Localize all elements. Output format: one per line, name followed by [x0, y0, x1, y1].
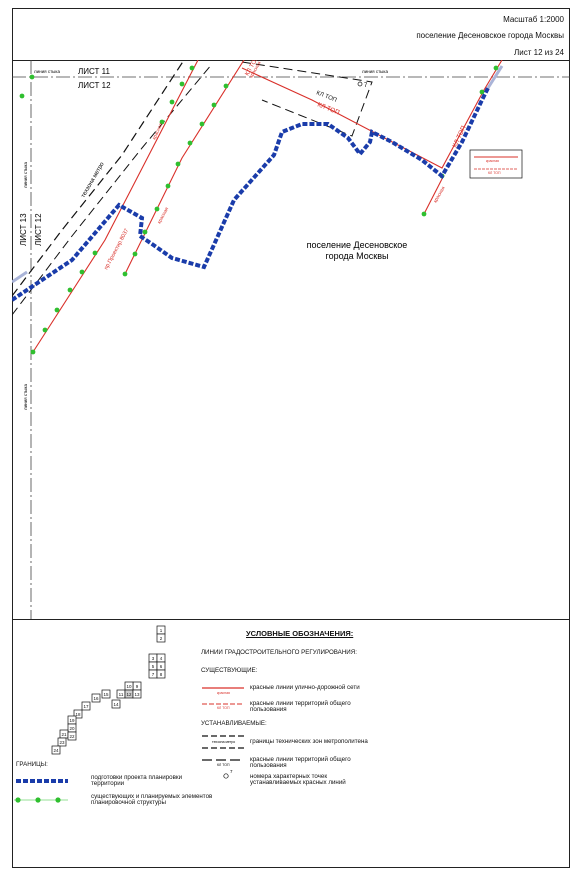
metro-zone-line [12, 60, 185, 297]
sheet-index-cell [156, 669, 166, 679]
sheet-left-label-12: ЛИСТ 12 [34, 213, 43, 246]
sheet-index-label: 10 [126, 684, 132, 689]
legend-red-street-tag: красная [217, 691, 230, 695]
sheet-current-label: ЛИСТ 12 [78, 81, 111, 90]
sheet-index-label: 12 [126, 692, 132, 697]
sheet-index-cell [156, 633, 166, 643]
sheet-left-label-13: ЛИСТ 13 [19, 213, 28, 246]
inset-label-2: КЛ ТОП [488, 171, 501, 175]
metro-zone-polygon [241, 61, 373, 137]
boundary-continuation-east [486, 65, 504, 89]
legend-black-public-text-2: пользования [250, 762, 287, 769]
sheet-index-label: 16 [93, 696, 99, 701]
sheet-index-label: 4 [160, 656, 163, 661]
legend-point-sample: 7 [230, 769, 233, 774]
structure-element-points [19, 65, 499, 355]
legend-borders: ГРАНИЦЫ: [16, 761, 48, 768]
sheet-index-cell [51, 745, 61, 755]
legend-points-text-1: номера характерных точек [250, 773, 328, 780]
sheet-index-cell [67, 731, 77, 741]
sheet-index-cell [111, 699, 121, 709]
sheet-index-label: 15 [103, 692, 109, 697]
sheet-index-label: 19 [69, 718, 75, 723]
sheet-index-label: 6 [160, 664, 163, 669]
sheet-index-label: 23 [59, 740, 65, 745]
legend-red-street-text: красные линии улично-дорожной сети [250, 684, 360, 691]
legend-red-public-text-2: пользования [250, 706, 287, 713]
sheet-index-cell [81, 701, 91, 711]
legend-red-public-tag: КЛ ТОП [217, 706, 230, 710]
sheet-above-label: ЛИСТ 11 [78, 67, 110, 76]
inset-box [469, 149, 523, 179]
drawing-frame [12, 8, 570, 868]
sheet-index-label: 14 [113, 702, 119, 707]
metro-zone-line-2 [12, 63, 213, 316]
sheet-index-label: 22 [69, 734, 75, 739]
sheet-index-label: 1 [160, 628, 163, 633]
red-line-east [241, 60, 503, 169]
red-line-label-4: красная [433, 186, 446, 204]
sheet-index-label: 2 [160, 636, 163, 641]
legend-established: УСТАНАВЛИВАЕМЫЕ: [201, 720, 267, 727]
legend-metro-zone-tag: техзона метро [212, 740, 235, 744]
sheet-index-label: 7 [152, 672, 155, 677]
area-label-line-1: поселение Десеновское [307, 240, 408, 250]
sheet-index-label: 17 [83, 704, 89, 709]
sheet-index-label: 20 [69, 726, 75, 731]
joint-label-left-lower: линия стыка [23, 384, 28, 410]
legend-elem-text-2: планировочной структуры [91, 799, 166, 806]
legend-plan-text-2: территории [91, 780, 125, 787]
sheet-number: Лист 12 из 24 [514, 48, 564, 57]
sheet-index-label: 3 [152, 656, 155, 661]
characteristic-point-number: 7 [364, 83, 368, 89]
sheet-index-label: 5 [152, 664, 155, 669]
red-line-middle [124, 60, 245, 275]
legend-section-lines: ЛИНИИ ГРАДОСТРОИТЕЛЬНОГО РЕГУЛИРОВАНИЯ: [201, 649, 357, 656]
scale-label: Масштаб 1:2000 [503, 15, 564, 24]
legend-divider [12, 619, 570, 620]
legend-black-public-text-1: красные линии территорий общего [250, 756, 351, 763]
map-canvas: 7 ЛИСТ 11 ЛИСТ 12 линия стыка линия стык… [12, 60, 570, 619]
sheet-index-label: 18 [75, 712, 81, 717]
sheet-index-cell [132, 689, 142, 699]
sheet-index-label: 13 [134, 692, 140, 697]
legend-elem-text-1: существующих и планируемых элементов [91, 793, 213, 800]
joint-label-top-left: линия стыка [34, 69, 60, 74]
legend-black-public-tag: КЛ ТОП [217, 763, 230, 767]
legend-point-symbol [223, 773, 229, 779]
red-line-west [32, 60, 199, 353]
kl-top-label-1: КЛ ТОП [316, 101, 340, 116]
legend-points-text-2: устанавливаемых красных линий [250, 779, 346, 786]
legend-title: УСЛОВНЫЕ ОБОЗНАЧЕНИЯ: [246, 629, 354, 638]
legend-red-public-text-1: красные линии территорий общего [250, 700, 351, 707]
inset-label-1: красная [486, 159, 499, 163]
sheet-index-label: 8 [160, 672, 163, 677]
sheet-index-label: 11 [119, 692, 124, 697]
sheet-index-cell [57, 737, 67, 747]
joint-label-top-right: линия стыка [362, 69, 388, 74]
red-line-spur [423, 174, 445, 215]
settlement-title: поселение Десеновское города Москвы [416, 31, 564, 40]
planning-project-boundary [12, 87, 490, 302]
legend-metro-zone-text: границы технических зон метрополитена [250, 738, 368, 745]
joint-label-left-upper: линия стыка [23, 162, 28, 188]
red-line-label-1: красная [152, 122, 164, 141]
sheet-index-label: 9 [136, 684, 139, 689]
sheet-index-cell [73, 709, 83, 719]
legend-existing: СУЩЕСТВУЮЩИЕ: [201, 667, 258, 674]
sheet-index-label: 24 [53, 748, 59, 753]
boundary-continuation-west [12, 270, 28, 284]
header-divider [12, 60, 570, 61]
sheet-index-cell [91, 693, 101, 703]
characteristic-point [357, 81, 363, 87]
legend-plan-text-1: подготовки проекта планировки [91, 774, 183, 781]
sheet-index-label: 21 [61, 732, 67, 737]
area-label-line-2: города Москвы [326, 251, 389, 261]
sheet-index-cell [101, 689, 111, 699]
